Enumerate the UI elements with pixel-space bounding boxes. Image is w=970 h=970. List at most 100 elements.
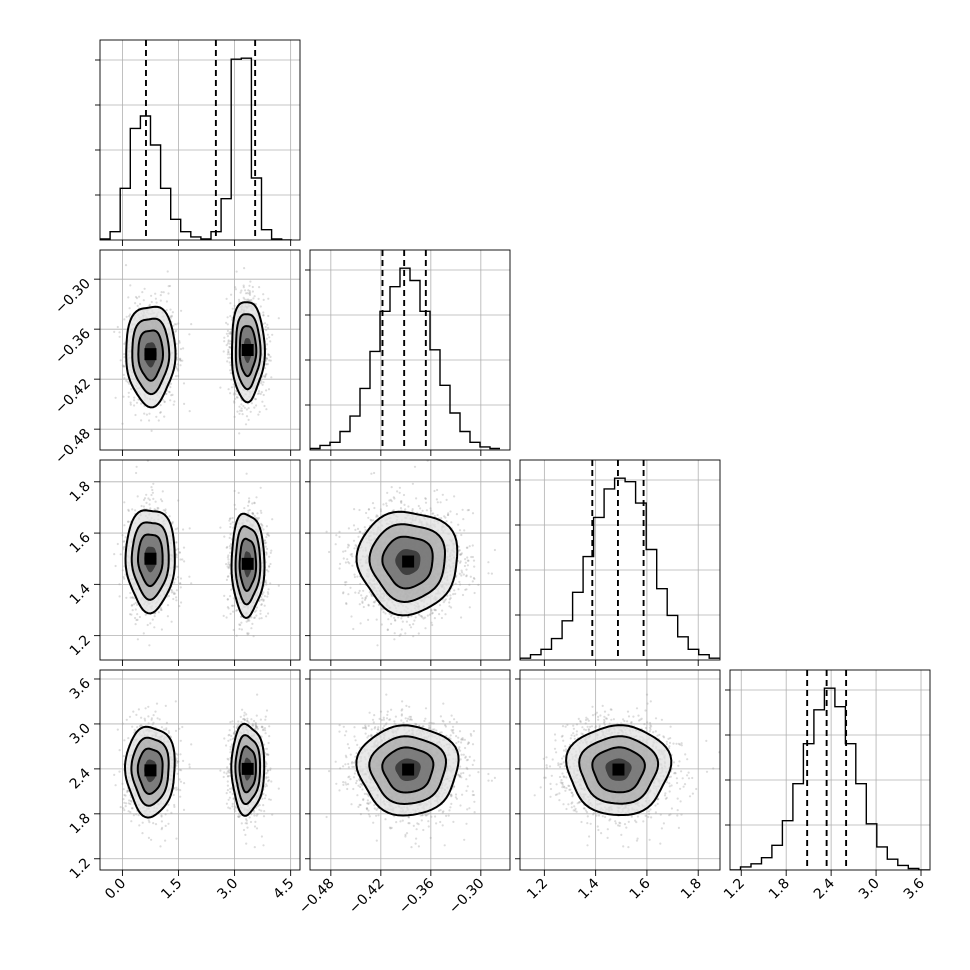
- sample-point: [134, 413, 137, 417]
- sample-point: [159, 411, 162, 414]
- sample-point: [265, 536, 268, 539]
- sample-point: [148, 503, 151, 506]
- sample-point: [265, 389, 268, 392]
- density-peak: [144, 348, 157, 361]
- sample-point: [257, 390, 261, 393]
- sample-point: [265, 581, 268, 584]
- sample-point: [179, 359, 182, 362]
- sample-point: [133, 399, 136, 402]
- sample-point: [130, 604, 133, 607]
- sample-point: [233, 401, 236, 404]
- sample-point: [118, 583, 121, 586]
- sample-point: [230, 293, 233, 296]
- sample-point: [119, 359, 122, 362]
- sample-point: [135, 401, 139, 404]
- sample-point: [226, 335, 229, 338]
- sample-point: [159, 404, 162, 407]
- sample-point: [168, 515, 171, 518]
- sample-point: [268, 336, 271, 339]
- sample-point: [229, 315, 232, 318]
- sample-point: [229, 392, 232, 395]
- sample-point: [174, 541, 178, 544]
- sample-point: [150, 300, 153, 304]
- sample-point: [245, 415, 249, 418]
- panel-1-0: −0.48−0.42−0.36−0.30: [52, 249, 301, 468]
- sample-point: [267, 570, 270, 573]
- sample-point: [180, 309, 183, 312]
- sample-point: [235, 634, 238, 637]
- sample-point: [271, 518, 274, 521]
- sample-point: [172, 324, 175, 327]
- sample-point: [159, 299, 162, 302]
- sample-point: [226, 316, 229, 319]
- sample-point: [229, 302, 232, 305]
- sample-point: [240, 289, 243, 292]
- sample-point: [229, 332, 232, 335]
- sample-point: [238, 623, 241, 626]
- sample-point: [174, 578, 177, 581]
- sample-point: [266, 532, 269, 535]
- sample-point: [265, 337, 268, 340]
- sample-point: [264, 325, 267, 329]
- sample-point: [244, 289, 247, 292]
- sample-point: [277, 317, 280, 320]
- sample-point: [118, 595, 121, 598]
- sample-point: [257, 517, 260, 520]
- sample-point: [248, 284, 251, 287]
- sample-point: [235, 396, 238, 399]
- density-peak: [241, 344, 254, 356]
- sample-point: [225, 616, 228, 619]
- sample-point: [267, 388, 271, 391]
- sample-point: [233, 415, 236, 418]
- sample-point: [129, 313, 132, 316]
- sample-point: [252, 297, 255, 300]
- sample-point: [260, 391, 263, 394]
- sample-point: [227, 558, 230, 561]
- sample-point: [247, 504, 250, 507]
- sample-point: [123, 524, 126, 527]
- sample-point: [228, 519, 231, 522]
- sample-point: [250, 402, 253, 405]
- sample-point: [237, 298, 241, 301]
- sample-point: [261, 524, 264, 527]
- sample-point: [243, 298, 246, 301]
- sample-point: [227, 388, 230, 391]
- sample-point: [177, 369, 180, 372]
- sample-point: [129, 403, 132, 406]
- sample-point: [244, 292, 248, 295]
- sample-point: [122, 395, 125, 398]
- sample-point: [262, 381, 265, 384]
- sample-point: [116, 325, 119, 329]
- sample-point: [247, 632, 250, 635]
- sample-point: [255, 496, 258, 499]
- sample-point: [236, 396, 239, 399]
- sample-point: [262, 314, 265, 317]
- sample-point: [134, 509, 137, 512]
- sample-point: [169, 308, 172, 311]
- sample-point: [161, 490, 164, 493]
- sample-point: [169, 386, 172, 389]
- sample-point: [113, 553, 116, 556]
- sample-point: [116, 542, 119, 546]
- sample-point: [190, 582, 193, 585]
- sample-point: [264, 579, 267, 582]
- sample-point: [140, 504, 143, 508]
- sample-point: [145, 413, 148, 416]
- sample-point: [149, 622, 152, 625]
- sample-point: [127, 391, 130, 394]
- sample-point: [265, 583, 268, 586]
- sample-point: [255, 614, 258, 617]
- sample-point: [174, 330, 177, 333]
- y-tick-label: −0.48: [52, 426, 94, 468]
- sample-point: [188, 333, 191, 336]
- sample-point: [133, 396, 136, 399]
- sample-point: [227, 340, 230, 343]
- sample-point: [175, 596, 178, 599]
- sample-point: [151, 491, 154, 494]
- sample-point: [114, 564, 117, 568]
- sample-point: [239, 409, 242, 412]
- sample-point: [233, 489, 236, 493]
- sample-point: [171, 589, 174, 592]
- sample-point: [152, 482, 155, 485]
- sample-point: [145, 501, 148, 504]
